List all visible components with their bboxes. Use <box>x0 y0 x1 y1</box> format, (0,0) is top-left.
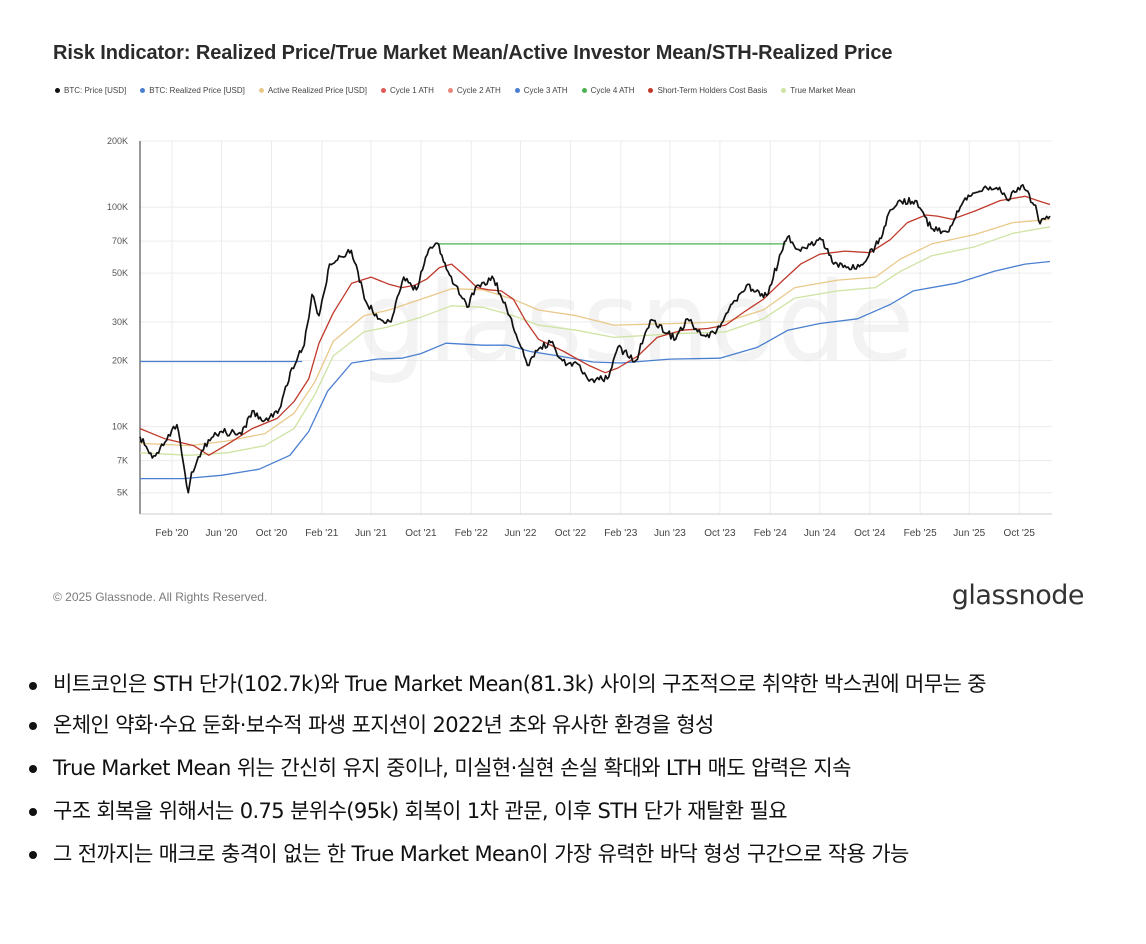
x-tick-label: Jun '23 <box>654 528 686 539</box>
y-tick-label: 70K <box>112 236 128 246</box>
bullet-dot-icon <box>29 851 37 859</box>
legend-label: Cycle 1 ATH <box>389 86 434 95</box>
legend-swatch-icon <box>55 88 60 93</box>
y-tick-label: 10K <box>112 422 128 432</box>
legend-label: Cycle 3 ATH <box>523 86 568 95</box>
legend-item[interactable]: Short-Term Holders Cost Basis <box>648 86 767 95</box>
legend-label: Active Realized Price [USD] <box>267 86 367 95</box>
x-tick-label: Feb '22 <box>455 528 488 539</box>
x-tick-label: Oct '24 <box>854 528 886 539</box>
bullet-text: 구조 회복을 위해서는 0.75 분위수(95k) 회복이 1차 관문, 이후 … <box>53 799 788 823</box>
legend-label: Cycle 2 ATH <box>456 86 501 95</box>
bullet-dot-icon <box>29 722 37 730</box>
bullet-dot-icon <box>29 682 37 690</box>
legend-label: BTC: Realized Price [USD] <box>149 86 245 95</box>
legend-label: Short-Term Holders Cost Basis <box>657 86 768 95</box>
series-line-true-market-mean <box>139 226 1051 456</box>
y-tick-label: 200K <box>107 136 128 146</box>
chart-legend: BTC: Price [USD] BTC: Realized Price [USD… <box>55 86 855 95</box>
series-line-active-realized-price-usd <box>139 218 1051 447</box>
summary-bullet-list: 비트코인은 STH 단가(102.7k)와 True Market Mean(8… <box>26 664 1116 876</box>
bullet-item: 그 전까지는 매크로 충격이 없는 한 True Market Mean이 가장… <box>26 833 1116 876</box>
legend-item[interactable]: Cycle 2 ATH <box>447 86 501 95</box>
legend-swatch-icon <box>648 88 654 93</box>
x-tick-label: Feb '25 <box>904 528 937 539</box>
x-tick-label: Jun '22 <box>504 528 536 539</box>
x-tick-label: Feb '20 <box>155 528 188 539</box>
legend-label: BTC: Price [USD] <box>64 86 127 95</box>
x-tick-label: Oct '22 <box>555 528 587 539</box>
legend-swatch-icon <box>781 88 787 93</box>
y-tick-label: 5K <box>117 488 128 498</box>
y-tick-label: 100K <box>107 202 128 212</box>
copyright-notice: © 2025 Glassnode. All Rights Reserved. <box>53 590 268 604</box>
series-line-btc-price-usd <box>139 184 1051 494</box>
legend-swatch-icon <box>380 88 386 93</box>
legend-item[interactable]: True Market Mean <box>781 86 855 95</box>
bullet-text: True Market Mean 위는 간신히 유지 중이나, 미실현·실현 손… <box>53 756 851 780</box>
legend-item[interactable]: BTC: Price [USD] <box>55 86 126 95</box>
bullet-text: 그 전까지는 매크로 충격이 없는 한 True Market Mean이 가장… <box>53 842 909 866</box>
legend-swatch-icon <box>581 88 587 93</box>
legend-item[interactable]: Active Realized Price [USD] <box>258 86 367 95</box>
bullet-item: 구조 회복을 위해서는 0.75 분위수(95k) 회복이 1차 관문, 이후 … <box>26 790 1116 833</box>
x-tick-label: Jun '25 <box>953 528 985 539</box>
glassnode-logo: glassnode <box>951 580 1085 611</box>
legend-swatch-icon <box>514 88 520 93</box>
x-tick-label: Jun '24 <box>804 528 836 539</box>
x-tick-label: Oct '25 <box>1004 528 1036 539</box>
x-tick-label: Feb '24 <box>754 528 787 539</box>
series-line-short-term-holders-cost-basis <box>139 195 1051 456</box>
x-tick-label: Oct '20 <box>256 528 288 539</box>
bullet-text: 온체인 약화·수요 둔화·보수적 파생 포지션이 2022년 초와 유사한 환경… <box>53 713 714 737</box>
bullet-dot-icon <box>29 808 37 816</box>
bullet-item: 온체인 약화·수요 둔화·보수적 파생 포지션이 2022년 초와 유사한 환경… <box>26 704 1116 747</box>
chart-plot: 5K 7K 10K 20K 30K 50K 70K 100K 200K Feb '20 Jun '2… <box>107 136 1052 539</box>
x-tick-label: Jun '21 <box>355 528 387 539</box>
legend-item[interactable]: Cycle 1 ATH <box>380 86 434 95</box>
legend-item[interactable]: BTC: Realized Price [USD] <box>140 86 245 95</box>
y-tick-label: 7K <box>117 456 128 466</box>
series-line-btc-realized-price-usd <box>140 260 1051 480</box>
legend-item[interactable]: Cycle 3 ATH <box>514 86 568 95</box>
x-tick-label: Oct '23 <box>704 528 736 539</box>
bullet-dot-icon <box>29 765 37 773</box>
y-tick-label: 20K <box>112 356 128 366</box>
bullet-item: 비트코인은 STH 단가(102.7k)와 True Market Mean(8… <box>26 664 1116 704</box>
legend-swatch-icon <box>447 88 453 93</box>
y-tick-label: 50K <box>112 268 128 278</box>
x-tick-label: Oct '21 <box>405 528 437 539</box>
x-tick-label: Feb '23 <box>604 528 637 539</box>
bullet-item: True Market Mean 위는 간신히 유지 중이나, 미실현·실현 손… <box>26 747 1116 790</box>
legend-item[interactable]: Cycle 4 ATH <box>581 86 635 95</box>
legend-swatch-icon <box>140 88 146 93</box>
legend-label: Cycle 4 ATH <box>590 86 635 95</box>
x-tick-label: Feb '21 <box>305 528 338 539</box>
glassnode-watermark: glassnode <box>358 258 915 386</box>
legend-label: True Market Mean <box>790 86 856 95</box>
x-tick-label: Jun '20 <box>206 528 238 539</box>
bullet-text: 비트코인은 STH 단가(102.7k)와 True Market Mean(8… <box>53 672 987 696</box>
legend-swatch-icon <box>258 88 264 93</box>
chart-title: Risk Indicator: Realized Price/True Mark… <box>53 42 893 64</box>
y-tick-label: 30K <box>112 317 128 327</box>
